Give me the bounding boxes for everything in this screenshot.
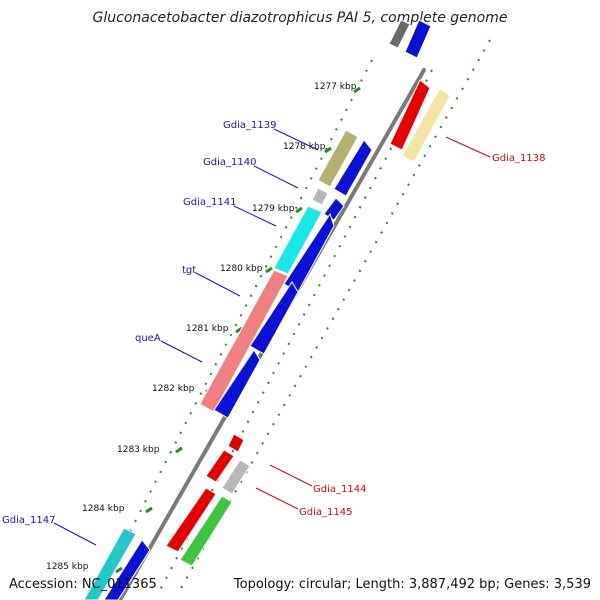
leader-gdia-1138 <box>445 136 491 158</box>
gene-top-blue[interactable] <box>404 19 432 59</box>
label-gdia-1138[interactable]: Gdia_1138 <box>492 153 545 164</box>
kbp-label-1284: 1284 kbp <box>82 504 125 514</box>
tick-1285 <box>115 566 123 574</box>
label-gdia-1147[interactable]: Gdia_1147 <box>2 515 55 526</box>
gene-blue-quea-pair[interactable] <box>213 349 261 419</box>
gene-labels: Gdia_1139 Gdia_1140 Gdia_1141 tgt queA G… <box>2 120 545 526</box>
leader-gdia-1140 <box>253 165 299 189</box>
gene-gdia-1141[interactable] <box>273 205 323 275</box>
tick-1280 <box>265 266 273 274</box>
label-gdia-1140[interactable]: Gdia_1140 <box>203 157 256 168</box>
gene-red-small[interactable] <box>227 433 245 453</box>
kbp-label-1282: 1282 kbp <box>152 384 195 394</box>
kbp-label-1280: 1280 kbp <box>220 264 263 274</box>
tick-1283 <box>175 446 183 454</box>
kbp-ticks <box>115 86 361 574</box>
gene-blue-1140-pair[interactable] <box>323 197 345 221</box>
gene-gdia-1145[interactable] <box>179 495 233 567</box>
gene-blue-1139-pair[interactable] <box>333 139 373 197</box>
gene-gdia-1138[interactable] <box>401 87 451 163</box>
gene-gdia-1144[interactable] <box>221 459 251 495</box>
leader-gdia-1141 <box>233 205 277 227</box>
gene-gdia-1144-red[interactable] <box>205 449 235 483</box>
leader-gdia-1139 <box>273 128 319 151</box>
label-gdia-1139[interactable]: Gdia_1139 <box>223 120 276 131</box>
kbp-labels: 1277 kbp 1278 kbp 1279 kbp 1280 kbp 1281… <box>46 82 357 572</box>
gene-blue-1147-pair[interactable] <box>103 539 151 600</box>
label-gdia-1144[interactable]: Gdia_1144 <box>313 484 366 495</box>
gene-gdia-1140[interactable] <box>311 187 329 206</box>
gene-tgt-quea[interactable] <box>199 269 289 413</box>
gene-gdia-1139[interactable] <box>317 129 359 188</box>
gene-gdia-1138-red[interactable] <box>389 79 431 151</box>
leader-gdia-1144 <box>269 464 313 487</box>
kbp-label-1277: 1277 kbp <box>314 82 357 92</box>
tick-1281 <box>235 326 243 334</box>
gene-gdia-1145-red[interactable] <box>165 487 217 553</box>
kbp-label-1283: 1283 kbp <box>117 445 160 455</box>
label-gdia-1141[interactable]: Gdia_1141 <box>183 197 236 208</box>
leader-gdia-1145 <box>255 487 299 510</box>
label-gdia-1145[interactable]: Gdia_1145 <box>299 507 352 518</box>
accession-text: Accession: NC_011365 <box>9 577 157 592</box>
kbp-label-1279: 1279 kbp <box>252 204 295 214</box>
kbp-label-1281: 1281 kbp <box>186 324 229 334</box>
label-leaders <box>53 128 491 546</box>
kbp-label-1285: 1285 kbp <box>46 562 89 572</box>
gene-blue-tgt-pair[interactable] <box>249 281 299 355</box>
label-tgt[interactable]: tgt <box>182 265 196 276</box>
tick-1278 <box>324 146 332 154</box>
gene-top-grey[interactable] <box>388 19 411 49</box>
leader-tgt <box>195 272 241 297</box>
tick-1284 <box>145 506 153 514</box>
label-quea[interactable]: queA <box>135 333 161 344</box>
leader-gdia-1147 <box>53 522 97 546</box>
genome-summary-text: Topology: circular; Length: 3,887,492 bp… <box>233 577 591 592</box>
leader-quea <box>160 340 203 363</box>
gene-gdia-1147[interactable] <box>83 527 137 600</box>
kbp-label-1278: 1278 kbp <box>283 142 326 152</box>
genes <box>83 19 451 600</box>
tick-1277 <box>353 86 361 94</box>
tick-1279 <box>295 206 303 214</box>
outer-left-tick-track <box>99 59 373 591</box>
